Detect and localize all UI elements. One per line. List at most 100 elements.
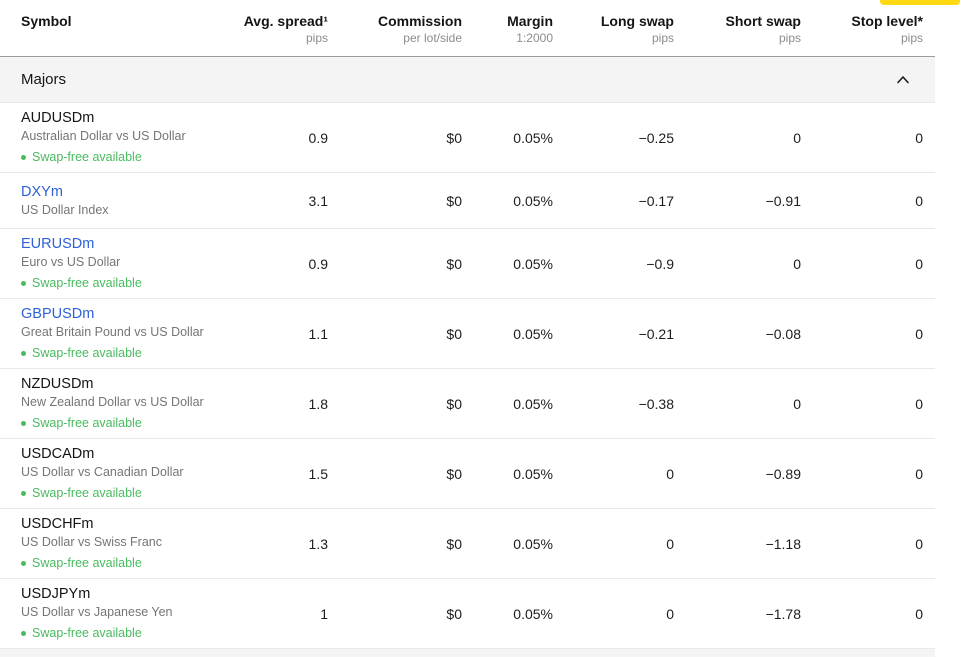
avg-spread-value: 1 [320,605,328,622]
stop-level-value: 0 [915,192,923,209]
symbol-link[interactable]: AUDUSDm [21,110,95,126]
instrument-row: DXYm US Dollar Index 3.1 $0 0.05% −0.17 … [0,173,935,229]
symbol-description: US Dollar vs Swiss Franc [21,535,162,549]
short-swap-value: −0.08 [765,325,801,342]
symbol-link[interactable]: DXYm [21,183,63,200]
swap-free-badge: Swap-free available [21,149,142,166]
instrument-row: NZDUSDm New Zealand Dollar vs US Dollar … [0,369,935,439]
margin-value: 0.05% [513,535,553,552]
avg-spread-value: 0.9 [308,255,328,272]
symbol-description: Euro vs US Dollar [21,255,121,269]
column-header-sublabel: per lot/side [403,31,462,45]
column-header-label: Short swap [725,13,801,29]
avg-spread-value: 3.1 [308,192,328,209]
column-header: Margin 1:2000 [462,12,553,46]
short-swap-value: −1.78 [765,605,801,622]
swap-free-label: Swap-free available [32,276,142,290]
margin-value: 0.05% [513,192,553,209]
swap-free-badge: Swap-free available [21,275,142,292]
instrument-row: USDCADm US Dollar vs Canadian Dollar Swa… [0,439,935,509]
instrument-row: USDCHFm US Dollar vs Swiss Franc Swap-fr… [0,509,935,579]
symbol-link[interactable]: USDCADm [21,446,95,462]
symbol-cell: USDJPYm US Dollar vs Japanese Yen Swap-f… [0,585,236,642]
instrument-row: GBPUSDm Great Britain Pound vs US Dollar… [0,299,935,369]
margin-value: 0.05% [513,465,553,482]
avg-spread-value: 1.8 [308,395,328,412]
commission-value: $0 [446,465,462,482]
instrument-row: USDJPYm US Dollar vs Japanese Yen Swap-f… [0,579,935,649]
margin-value: 0.05% [513,605,553,622]
swap-free-badge: Swap-free available [21,625,142,642]
long-swap-value: −0.21 [638,325,674,342]
long-swap-value: −0.38 [638,395,674,412]
green-dot-icon [21,421,26,426]
swap-free-label: Swap-free available [32,346,142,360]
column-header-label: Margin [507,13,553,29]
instrument-row: EURUSDm Euro vs US Dollar Swap-free avai… [0,229,935,299]
column-header-sublabel: pips [900,31,923,45]
short-swap-value: −0.91 [765,192,801,209]
chevron-up-icon [896,75,910,84]
symbol-link[interactable]: USDJPYm [21,586,91,602]
table-body: AUDUSDm Australian Dollar vs US Dollar S… [0,103,935,649]
green-dot-icon [21,155,26,160]
column-header-label: Commission [377,13,462,29]
column-header-label: Symbol [21,13,72,29]
instrument-row: AUDUSDm Australian Dollar vs US Dollar S… [0,103,935,173]
long-swap-value: −0.9 [646,255,674,272]
stop-level-value: 0 [915,395,923,412]
column-header-label: Long swap [600,13,674,29]
commission-value: $0 [446,255,462,272]
short-swap-value: 0 [793,395,801,412]
symbol-link[interactable]: EURUSDm [21,236,95,252]
symbol-cell: EURUSDm Euro vs US Dollar Swap-free avai… [0,235,236,292]
avg-spread-value: 1.5 [308,465,328,482]
symbol-link[interactable]: GBPUSDm [21,306,95,322]
column-header: Symbol [0,12,236,46]
stop-level-value: 0 [915,129,923,146]
column-header-label: Stop level* [851,13,923,29]
swap-free-label: Swap-free available [32,626,142,640]
column-header: Short swap pips [674,12,801,46]
swap-free-badge: Swap-free available [21,345,142,362]
symbol-link[interactable]: NZDUSDm [21,376,94,392]
avg-spread-value: 1.3 [308,535,328,552]
swap-free-label: Swap-free available [32,556,142,570]
swap-free-label: Swap-free available [32,486,142,500]
cropped-yellow-button[interactable] [880,0,960,5]
stop-level-value: 0 [915,535,923,552]
short-swap-value: −1.18 [765,535,801,552]
column-header: Commission per lot/side [328,12,462,46]
collapse-section-button[interactable] [892,71,914,88]
symbol-link[interactable]: USDCHFm [21,516,94,532]
swap-free-badge: Swap-free available [21,555,142,572]
commission-value: $0 [446,395,462,412]
column-header-label: Avg. spread¹ [243,13,328,29]
margin-value: 0.05% [513,255,553,272]
symbol-cell: USDCADm US Dollar vs Canadian Dollar Swa… [0,445,236,502]
green-dot-icon [21,491,26,496]
section-header-majors[interactable]: Majors [0,57,935,103]
margin-value: 0.05% [513,129,553,146]
column-header: Stop level* pips [801,12,923,46]
symbol-description: Australian Dollar vs US Dollar [21,129,186,143]
green-dot-icon [21,351,26,356]
commission-value: $0 [446,192,462,209]
column-header-sublabel: pips [651,31,674,45]
long-swap-value: −0.17 [638,192,674,209]
green-dot-icon [21,561,26,566]
green-dot-icon [21,281,26,286]
symbol-cell: AUDUSDm Australian Dollar vs US Dollar S… [0,109,236,166]
commission-value: $0 [446,129,462,146]
symbol-description: New Zealand Dollar vs US Dollar [21,395,204,409]
green-dot-icon [21,631,26,636]
short-swap-value: −0.89 [765,465,801,482]
symbol-description: US Dollar vs Canadian Dollar [21,465,184,479]
instruments-table: Symbol Avg. spread¹ pips Commission per … [0,12,935,657]
margin-value: 0.05% [513,325,553,342]
next-section-band-partial [0,649,935,657]
section-title: Majors [21,71,67,88]
swap-free-label: Swap-free available [32,416,142,430]
stop-level-value: 0 [915,465,923,482]
